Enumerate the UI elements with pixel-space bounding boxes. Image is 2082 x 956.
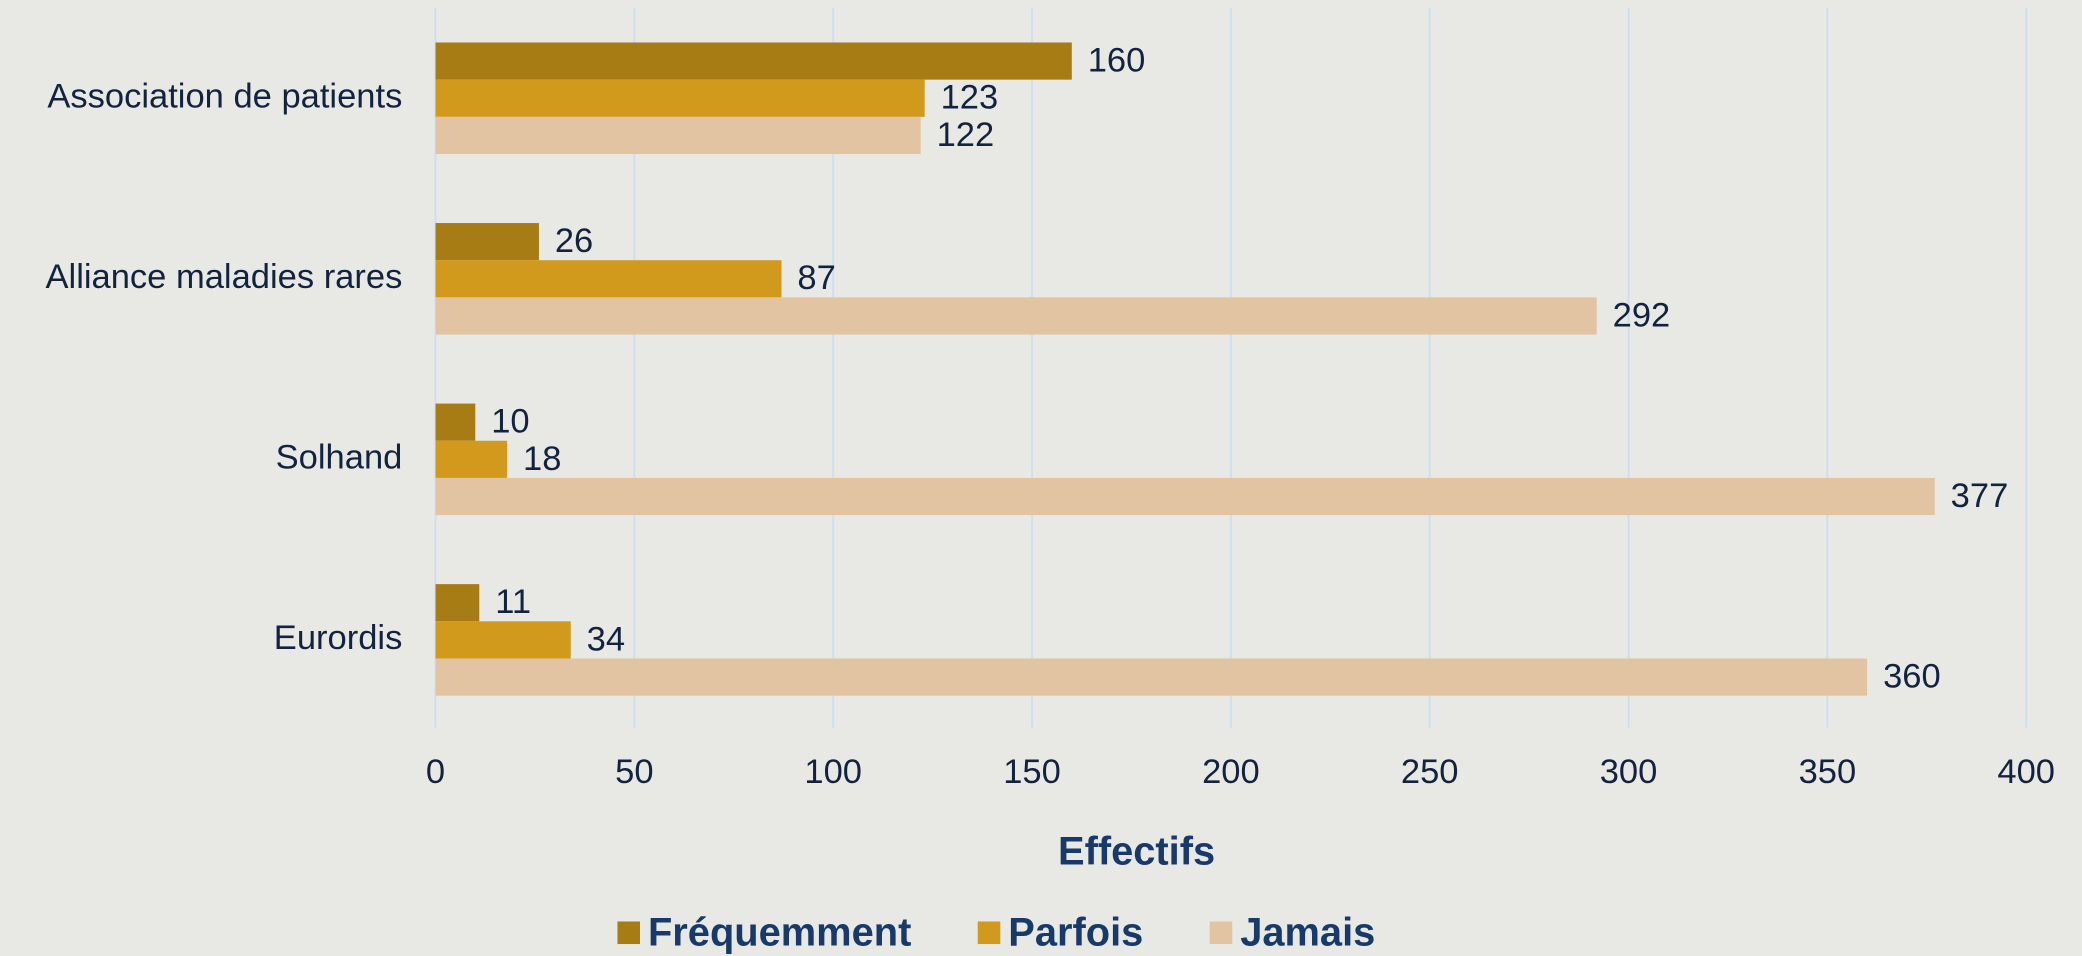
y-tick-label: Alliance maladies rares — [46, 258, 403, 296]
data-label: 292 — [1613, 296, 1671, 334]
y-tick-label: Eurordis — [274, 619, 403, 657]
data-label: 160 — [1088, 42, 1146, 80]
x-tick-label: 300 — [1600, 753, 1658, 791]
y-tick-label: Association de patients — [47, 77, 402, 115]
data-label: 11 — [495, 583, 531, 621]
data-label: 10 — [491, 403, 529, 441]
bar — [435, 297, 1597, 335]
x-tick-label: 350 — [1799, 753, 1857, 791]
legend-swatch — [1209, 921, 1233, 945]
x-axis-title: Effectifs — [1058, 829, 1215, 873]
x-tick-label: 100 — [804, 753, 862, 791]
bar — [435, 116, 921, 155]
legend-label: Jamais — [1240, 910, 1375, 954]
x-tick-label: 400 — [1997, 753, 2055, 791]
bar — [435, 440, 508, 478]
data-label: 87 — [797, 259, 835, 297]
x-tick-label: 0 — [426, 753, 445, 791]
x-tick-label: 50 — [615, 753, 653, 791]
bar — [435, 477, 1935, 516]
data-label: 26 — [555, 222, 593, 260]
legend-label: Parfois — [1008, 910, 1143, 954]
x-tick-label: 200 — [1202, 753, 1260, 791]
x-tick-label: 150 — [1003, 753, 1061, 791]
bar — [435, 621, 571, 659]
data-label: 122 — [937, 116, 995, 154]
data-label: 18 — [523, 440, 561, 478]
bar — [435, 42, 1072, 80]
y-tick-label: Solhand — [276, 438, 403, 476]
bar — [435, 584, 480, 622]
legend-swatch — [617, 921, 641, 945]
data-label: 123 — [941, 79, 999, 117]
bar — [435, 260, 782, 298]
bar — [435, 79, 925, 117]
legend-label: Fréquemment — [648, 910, 911, 954]
data-label: 360 — [1883, 658, 1941, 696]
data-label: 377 — [1951, 477, 2009, 515]
bar — [435, 223, 539, 261]
bar — [435, 658, 1868, 696]
legend-swatch — [977, 921, 1001, 945]
x-tick-label: 250 — [1401, 753, 1459, 791]
data-label: 34 — [587, 620, 625, 658]
bar — [435, 403, 476, 441]
